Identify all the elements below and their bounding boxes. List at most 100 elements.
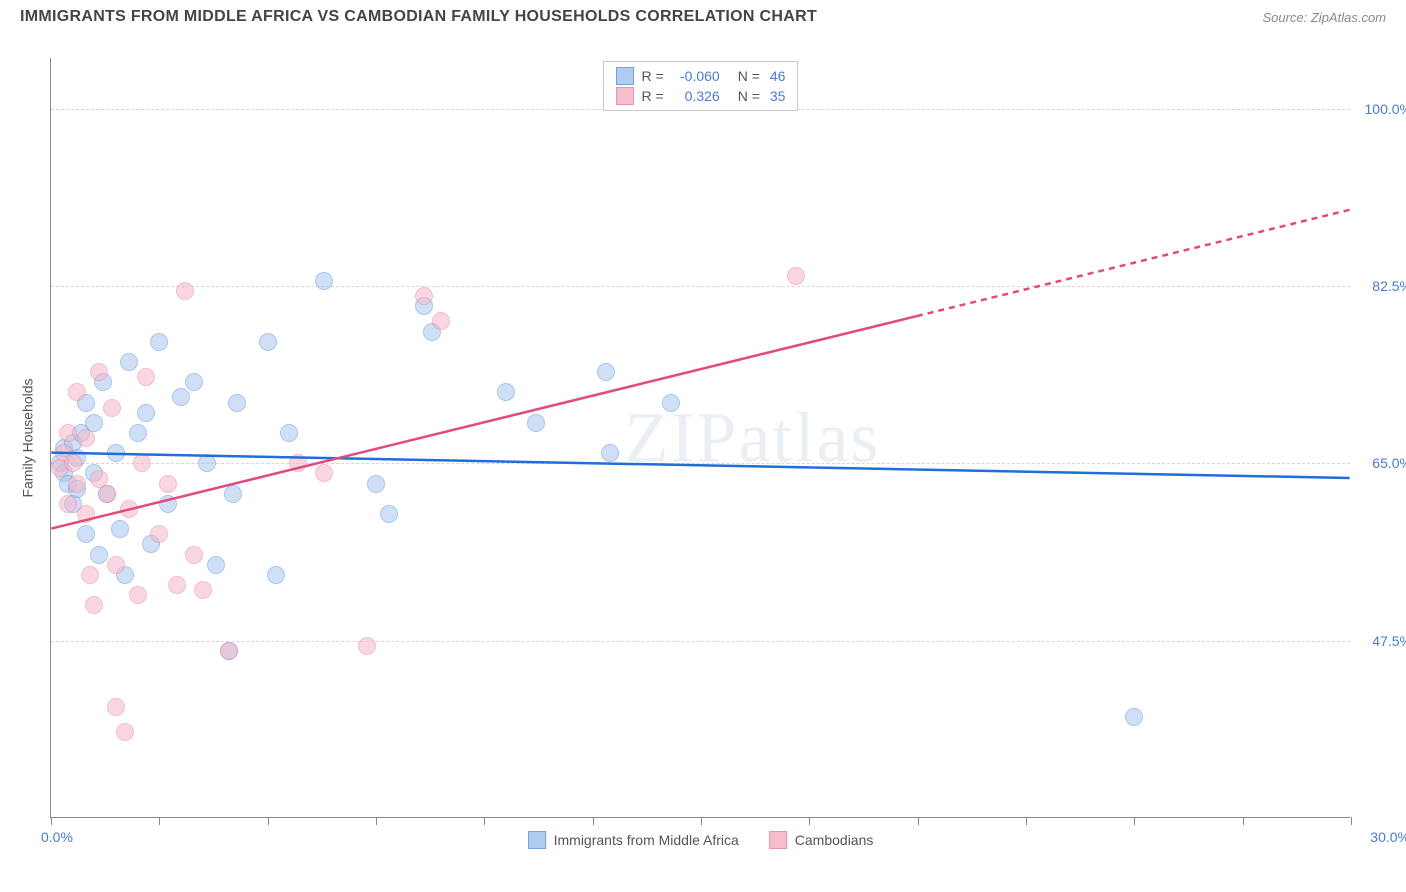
swatch-series-b-bottom [769, 831, 787, 849]
data-point [358, 637, 376, 655]
swatch-series-a [616, 67, 634, 85]
data-point [497, 383, 515, 401]
data-point [129, 586, 147, 604]
data-point [120, 500, 138, 518]
data-point [527, 414, 545, 432]
data-point [107, 698, 125, 716]
x-tick [1026, 817, 1027, 825]
x-axis-min-label: 0.0% [41, 829, 73, 845]
data-point [198, 454, 216, 472]
x-tick [809, 817, 810, 825]
legend-n-label-b: N = [738, 88, 760, 104]
data-point [68, 475, 86, 493]
data-point [116, 723, 134, 741]
grid-line [51, 641, 1350, 642]
data-point [107, 444, 125, 462]
data-point [77, 505, 95, 523]
data-point [207, 556, 225, 574]
data-point [59, 424, 77, 442]
data-point [107, 556, 125, 574]
legend-item-series-b: Cambodians [769, 831, 874, 849]
legend-label-series-b: Cambodians [795, 832, 874, 848]
data-point [77, 525, 95, 543]
legend-n-label-a: N = [738, 68, 760, 84]
series-legend: Immigrants from Middle Africa Cambodians [528, 831, 874, 849]
data-point [280, 424, 298, 442]
data-point [1125, 708, 1143, 726]
data-point [194, 581, 212, 599]
data-point [380, 505, 398, 523]
data-point [129, 424, 147, 442]
data-point [159, 495, 177, 513]
data-point [172, 388, 190, 406]
source-attribution: Source: ZipAtlas.com [1262, 10, 1386, 25]
x-tick [918, 817, 919, 825]
data-point [228, 394, 246, 412]
data-point [267, 566, 285, 584]
data-point [85, 596, 103, 614]
data-point [185, 373, 203, 391]
data-point [111, 520, 129, 538]
y-tick-label: 100.0% [1357, 101, 1406, 117]
data-point [59, 495, 77, 513]
y-tick-label: 82.5% [1357, 278, 1406, 294]
y-tick-label: 47.5% [1357, 633, 1406, 649]
data-point [159, 475, 177, 493]
data-point [77, 429, 95, 447]
grid-line [51, 286, 1350, 287]
data-point [597, 363, 615, 381]
x-tick [1351, 817, 1352, 825]
watermark: ZIPatlas [624, 396, 880, 479]
scatter-chart: ZIPatlas R = -0.060 N = 46 R = 0.326 N =… [50, 58, 1350, 818]
data-point [224, 485, 242, 503]
data-point [662, 394, 680, 412]
data-point [289, 454, 307, 472]
data-point [68, 383, 86, 401]
data-point [120, 353, 138, 371]
x-tick [1134, 817, 1135, 825]
data-point [81, 566, 99, 584]
data-point [415, 287, 433, 305]
legend-row-series-a: R = -0.060 N = 46 [616, 66, 786, 86]
grid-line [51, 463, 1350, 464]
chart-title: IMMIGRANTS FROM MIDDLE AFRICA VS CAMBODI… [20, 8, 817, 26]
y-tick-label: 65.0% [1357, 455, 1406, 471]
data-point [601, 444, 619, 462]
x-tick [159, 817, 160, 825]
x-tick [701, 817, 702, 825]
chart-header: IMMIGRANTS FROM MIDDLE AFRICA VS CAMBODI… [0, 0, 1406, 30]
legend-item-series-a: Immigrants from Middle Africa [528, 831, 739, 849]
data-point [150, 525, 168, 543]
data-point [168, 576, 186, 594]
data-point [133, 454, 151, 472]
y-axis-label: Family Households [20, 378, 36, 497]
legend-r-value-a: -0.060 [672, 68, 720, 84]
data-point [787, 267, 805, 285]
data-point [432, 312, 450, 330]
data-point [90, 546, 108, 564]
data-point [98, 485, 116, 503]
legend-label-series-a: Immigrants from Middle Africa [554, 832, 739, 848]
x-axis-max-label: 30.0% [1370, 829, 1406, 845]
data-point [259, 333, 277, 351]
data-point [137, 404, 155, 422]
legend-row-series-b: R = 0.326 N = 35 [616, 86, 786, 106]
swatch-series-a-bottom [528, 831, 546, 849]
x-tick [1243, 817, 1244, 825]
legend-r-value-b: 0.326 [672, 88, 720, 104]
legend-n-value-b: 35 [770, 88, 786, 104]
data-point [176, 282, 194, 300]
data-point [367, 475, 385, 493]
data-point [185, 546, 203, 564]
data-point [64, 454, 82, 472]
legend-r-label-b: R = [642, 88, 664, 104]
correlation-legend: R = -0.060 N = 46 R = 0.326 N = 35 [603, 61, 799, 111]
x-tick [593, 817, 594, 825]
x-tick [51, 817, 52, 825]
data-point [150, 333, 168, 351]
x-tick [268, 817, 269, 825]
data-point [90, 363, 108, 381]
data-point [137, 368, 155, 386]
x-tick [484, 817, 485, 825]
legend-n-value-a: 46 [770, 68, 786, 84]
